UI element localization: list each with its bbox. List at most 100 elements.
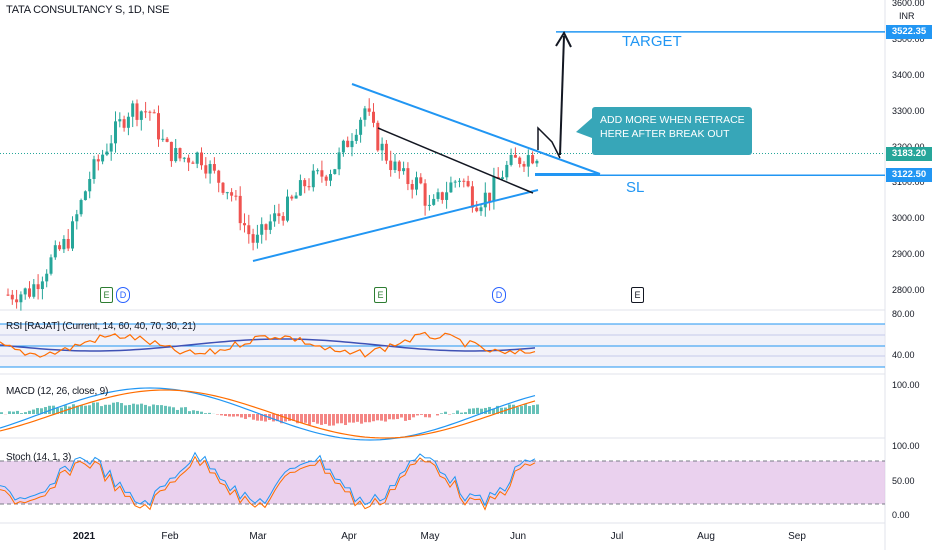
candle-body	[256, 235, 259, 243]
target-label: TARGET	[622, 33, 682, 50]
macd-histogram-bar	[132, 404, 135, 414]
candle-body	[67, 239, 70, 249]
macd-pane-label[interactable]: MACD (12, 26, close, 9)	[6, 386, 108, 397]
rsi-pane-label[interactable]: RSI [RAJAT] (Current, 14, 60, 40, 70, 30…	[6, 321, 196, 332]
price-tick: 2800.00	[892, 285, 925, 295]
macd-histogram-bar	[516, 407, 519, 414]
candle-body	[437, 192, 440, 199]
candles-group	[7, 98, 539, 310]
macd-histogram-bar	[468, 409, 471, 414]
candle-body	[303, 180, 306, 186]
candle-body	[277, 213, 280, 216]
macd-histogram-bar	[248, 414, 251, 417]
macd-histogram-bar	[512, 405, 515, 414]
candle-body	[449, 182, 452, 192]
macd-histogram-bar	[96, 402, 99, 414]
rsi-tick-80: 80.00	[892, 309, 915, 319]
candle-body	[333, 169, 336, 174]
candle-body	[204, 165, 207, 173]
macd-histogram-bar	[428, 414, 431, 417]
candle-body	[114, 121, 117, 143]
candle-body	[441, 192, 444, 200]
candle-body	[161, 139, 164, 140]
macd-histogram-bar	[528, 406, 531, 414]
macd-histogram-bar	[324, 414, 327, 424]
candle-body	[475, 208, 478, 211]
candle-body	[372, 112, 375, 123]
macd-histogram-bar	[120, 403, 123, 414]
candle-body	[355, 135, 358, 141]
symbol-title[interactable]: TATA CONSULTANCY S, 1D, NSE	[6, 4, 169, 16]
candle-body	[7, 295, 10, 296]
candle-body	[398, 162, 401, 172]
macd-histogram-bar	[376, 414, 379, 420]
candle-body	[320, 170, 323, 176]
candle-body	[351, 141, 354, 147]
candle-body	[179, 148, 182, 158]
candle-body	[411, 184, 414, 190]
macd-histogram-bar	[0, 412, 3, 414]
candle-body	[510, 155, 513, 165]
macd-histogram-bar	[100, 406, 103, 414]
macd-histogram-bar	[316, 414, 319, 424]
candle-body	[19, 294, 22, 302]
candle-body	[424, 183, 427, 205]
macd-histogram-bar	[220, 414, 223, 415]
macd-histogram-bar	[168, 406, 171, 414]
candle-body	[531, 155, 534, 163]
candle-body	[454, 182, 457, 183]
candle-body	[260, 224, 263, 235]
macd-histogram-bar	[124, 405, 127, 414]
time-axis-label: Aug	[697, 531, 715, 542]
macd-histogram-bar	[372, 414, 375, 421]
macd-histogram-bar	[344, 414, 347, 425]
candle-body	[505, 165, 508, 177]
macd-histogram-bar	[304, 414, 307, 423]
candle-body	[239, 196, 242, 223]
macd-histogram-bar	[360, 414, 363, 424]
event-marker-earnings-upcoming[interactable]: E	[631, 287, 644, 303]
stoch-pane-label[interactable]: Stoch (14, 1, 3)	[6, 452, 71, 463]
price-tag: 3183.20	[886, 147, 932, 161]
macd-histogram-bar	[176, 410, 179, 414]
event-marker-earnings[interactable]: E	[374, 287, 387, 303]
candle-body	[381, 144, 384, 151]
candle-body	[222, 183, 225, 193]
macd-histogram-bar	[164, 406, 167, 414]
macd-histogram-bar	[244, 414, 247, 419]
macd-histogram-bar	[156, 405, 159, 414]
time-axis-label: Apr	[341, 531, 357, 542]
candle-body	[282, 216, 285, 221]
candle-body	[213, 164, 216, 171]
candle-body	[368, 108, 371, 111]
candle-body	[144, 111, 147, 112]
candle-body	[140, 111, 143, 120]
candle-body	[406, 168, 409, 184]
macd-histogram-bar	[148, 406, 151, 414]
retrace-callout[interactable]: ADD MORE WHEN RETRACE HERE AFTER BREAK O…	[592, 107, 752, 155]
event-marker-dividend[interactable]: D	[116, 287, 130, 303]
candle-body	[58, 245, 61, 249]
macd-histogram-bar	[456, 411, 459, 414]
time-axis-label: 2021	[73, 531, 95, 542]
event-marker-dividend[interactable]: D	[492, 287, 506, 303]
macd-histogram-bar	[116, 402, 119, 414]
macd-histogram-bar	[380, 414, 383, 421]
price-tick: 3600.00	[892, 0, 925, 8]
candle-body	[97, 159, 100, 161]
candle-body	[312, 171, 315, 188]
event-marker-earnings[interactable]: E	[100, 287, 113, 303]
macd-histogram-bar	[252, 414, 255, 420]
price-tick: 3000.00	[892, 213, 925, 223]
macd-histogram-bar	[240, 414, 243, 417]
macd-histogram-bar	[412, 414, 415, 417]
macd-histogram-bar	[172, 407, 175, 414]
time-axis-label: Mar	[249, 531, 266, 542]
candle-body	[118, 119, 121, 121]
candle-body	[41, 281, 44, 289]
breakout-arrow-shaft	[560, 36, 564, 155]
candle-body	[338, 152, 341, 169]
candle-body	[93, 159, 96, 179]
